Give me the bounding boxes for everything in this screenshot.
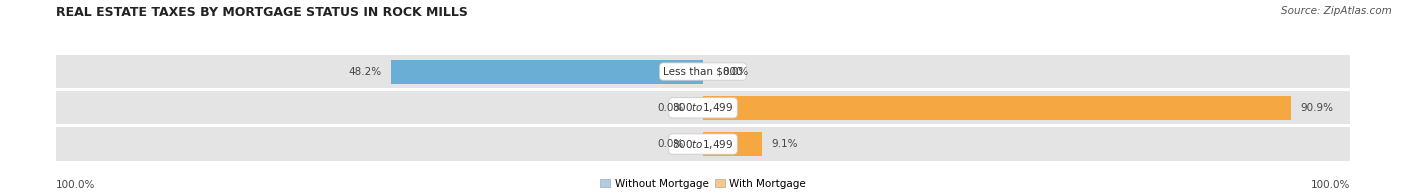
Legend: Without Mortgage, With Mortgage: Without Mortgage, With Mortgage — [599, 178, 807, 190]
Text: 0.0%: 0.0% — [658, 103, 683, 113]
Text: 0.0%: 0.0% — [723, 66, 748, 77]
Text: REAL ESTATE TAXES BY MORTGAGE STATUS IN ROCK MILLS: REAL ESTATE TAXES BY MORTGAGE STATUS IN … — [56, 6, 468, 19]
Text: 48.2%: 48.2% — [349, 66, 381, 77]
Text: 0.0%: 0.0% — [658, 139, 683, 149]
Text: 100.0%: 100.0% — [56, 180, 96, 190]
Text: 90.9%: 90.9% — [1301, 103, 1334, 113]
Text: 9.1%: 9.1% — [772, 139, 799, 149]
Text: $800 to $1,499: $800 to $1,499 — [672, 101, 734, 114]
Text: $800 to $1,499: $800 to $1,499 — [672, 138, 734, 151]
Text: Source: ZipAtlas.com: Source: ZipAtlas.com — [1281, 6, 1392, 16]
Bar — [703, 132, 762, 156]
Text: Less than $800: Less than $800 — [664, 66, 742, 77]
Bar — [391, 60, 703, 83]
Text: 100.0%: 100.0% — [1310, 180, 1350, 190]
Bar — [703, 96, 1291, 120]
